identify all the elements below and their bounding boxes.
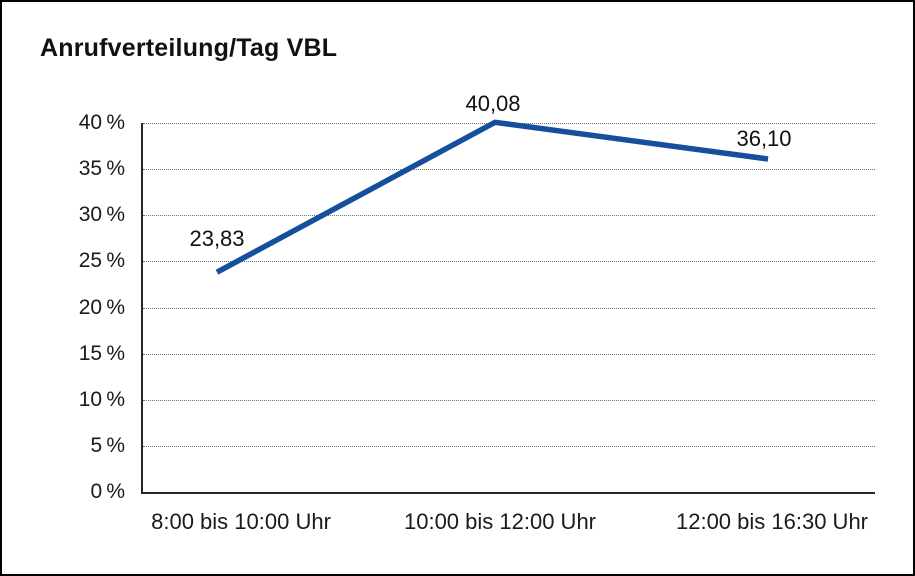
gridline (143, 123, 875, 124)
gridline (143, 307, 875, 309)
y-tick-label: 20 % (78, 295, 125, 319)
x-category-label: 10:00 bis 12:00 Uhr (403, 509, 597, 534)
gridline (143, 261, 875, 263)
gridline (143, 353, 875, 355)
gridline (143, 169, 875, 171)
plot-area (141, 123, 875, 494)
chart-title: Anrufverteilung/Tag VBL (40, 34, 338, 62)
data-point-label: 36,10 (736, 125, 792, 151)
gridline (143, 399, 875, 401)
y-tick-label: 30 % (78, 203, 125, 227)
y-tick-label: 40 % (78, 111, 125, 134)
gridline (143, 445, 875, 447)
y-tick-label: 5 % (90, 433, 125, 457)
y-tick-label: 10 % (78, 387, 125, 411)
y-tick-label: 25 % (78, 249, 125, 273)
y-tick-label: 15 % (78, 341, 125, 365)
gridline (143, 215, 875, 217)
data-point-label: 40,08 (465, 91, 521, 117)
y-tick-label: 35 % (78, 157, 125, 181)
y-tick-label: 0 % (90, 480, 125, 503)
x-category-label: 8:00 bis 10:00 Uhr (151, 509, 331, 534)
data-point-label: 23,83 (189, 226, 245, 252)
x-category-label: 12:00 bis 16:30 Uhr (675, 509, 869, 534)
